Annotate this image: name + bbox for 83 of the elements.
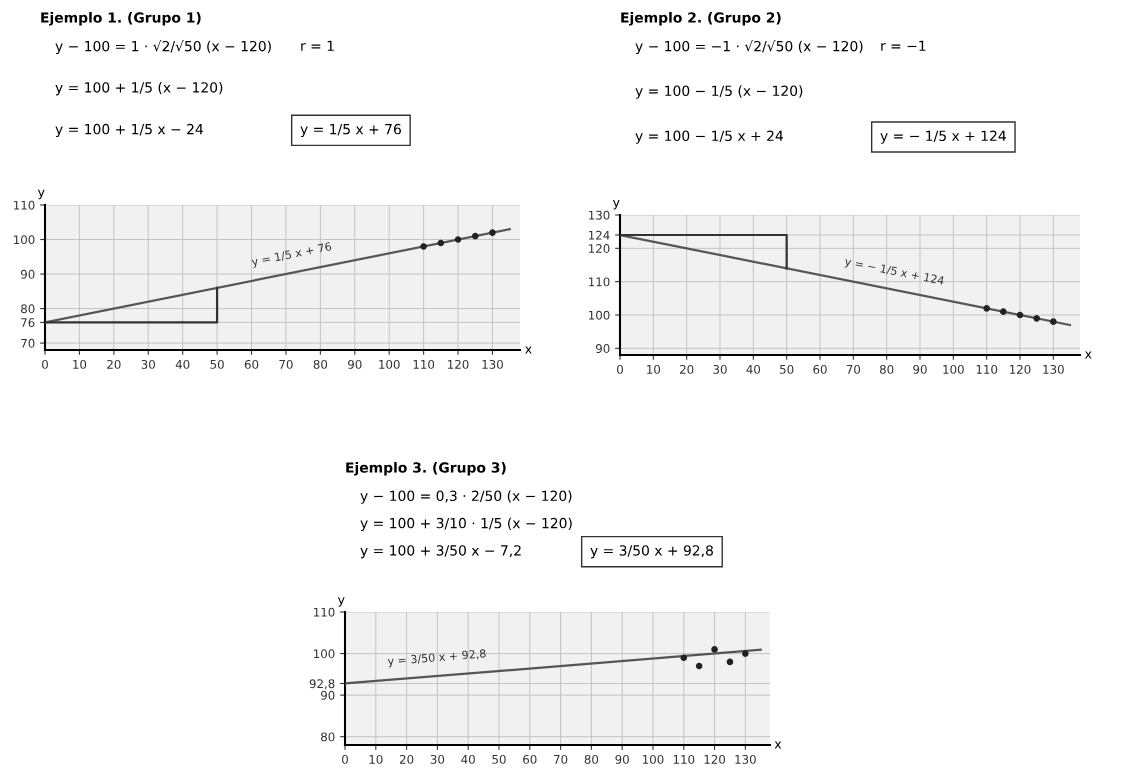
x-tick-label: 20 [107,359,121,369]
x-tick-label: 60 [523,754,537,764]
y-tick-label: 90 [321,690,335,700]
x-axis-title: x [1084,351,1092,359]
x-tick-label: 90 [615,754,629,764]
text: y = 100 + 1/5 (x − 120) [55,81,223,96]
x-tick-label: 60 [813,364,827,374]
y-tick-label: 80 [321,732,335,742]
x-tick-label: 30 [141,359,155,369]
y-tick-label: 110 [589,277,610,287]
y-tick-label: 80 [21,304,35,314]
text: y = 100 + 3/50 x − 7,2 [360,545,521,559]
x-tick-label: 130 [1043,364,1064,374]
text: y = − 1/5 x + 124 [880,130,1006,144]
text: y = 1/5 x + 76 [300,123,401,138]
text: y = 100 − 1/5 x + 24 [635,130,784,144]
y-tick-label: 92,8 [309,679,335,690]
chart-title: Ejemplo 1. (Grupo 1) [41,12,201,26]
x-tick-label: 110 [413,359,435,369]
chart-title: Ejemplo 3. (Grupo 3) [346,462,506,476]
y-tick-label: 130 [589,210,610,220]
x-tick-label: 70 [554,754,568,764]
x-tick-label: 100 [379,359,400,369]
annotation: y = 3/50 x + 92,8 [387,649,487,668]
x-tick-label: 10 [369,754,383,764]
y-tick-label: 76 [21,318,35,328]
x-tick-label: 40 [461,754,475,764]
x-tick-label: 30 [713,364,727,374]
x-tick-label: 60 [244,359,259,369]
x-tick-label: 100 [643,754,664,764]
x-axis-title: x [774,741,782,749]
y-tick-label: 100 [589,310,610,320]
text: y − 100 = 0,3 · 2/50 (x − 120) [360,490,572,504]
y-tick-label: 90 [596,344,610,353]
x-tick-label: 30 [430,754,445,764]
x-tick-label: 0 [42,359,48,369]
chart-title: Ejemplo 2. (Grupo 2) [621,12,781,26]
text: y = 100 + 1/5 x − 24 [55,123,204,138]
chart-subtitle: r = −1 [881,40,926,51]
x-tick-label: 120 [1010,364,1031,374]
x-axis-title: x [525,346,532,354]
annotation: y = 1/5 x + 76 [251,241,333,269]
x-tick-label: 100 [943,364,964,374]
y-tick-label: 90 [21,269,35,279]
y-axis-title: y [337,597,345,607]
y-axis-title: y [612,199,620,210]
x-tick-label: 120 [448,359,469,369]
y-axis-title: y [37,189,45,200]
x-tick-label: 10 [647,364,661,374]
text: y = 100 + 3/10 · 1/5 (x − 120) [360,517,572,532]
text: y − 100 = −1 · √2/√50 (x − 120) [635,39,863,55]
y-tick-label: 100 [314,649,335,659]
x-tick-label: 110 [976,364,998,374]
x-tick-label: 0 [342,754,348,764]
x-tick-label: 130 [482,359,503,369]
x-tick-label: 0 [617,364,623,374]
y-tick-label: 100 [14,235,35,245]
y-tick-label: 120 [589,244,610,253]
annotation: y = − 1/5 x + 124 [843,256,945,287]
x-tick-label: 120 [704,754,726,764]
y-tick-label: 110 [314,607,335,617]
x-tick-label: 130 [735,754,756,764]
x-tick-label: 70 [846,364,861,374]
x-tick-label: 70 [279,359,293,369]
x-tick-label: 110 [673,754,695,764]
x-tick-label: 20 [680,364,694,374]
x-tick-label: 50 [780,364,794,374]
x-tick-label: 20 [399,754,414,764]
y-tick-label: 124 [589,230,610,240]
text: y = 100 − 1/5 (x − 120) [635,85,803,99]
text: y − 100 = 1 · √2/√50 (x − 120) [55,39,271,55]
x-tick-label: 50 [210,359,224,369]
y-tick-label: 110 [14,200,35,210]
x-tick-label: 80 [879,364,894,374]
x-tick-label: 40 [175,359,190,369]
x-tick-label: 40 [746,364,761,374]
y-tick-label: 70 [21,338,35,348]
text: y = 3/50 x + 92,8 [590,545,713,559]
x-tick-label: 10 [73,359,87,369]
x-tick-label: 90 [913,364,927,374]
chart-subtitle: r = 1 [301,40,334,51]
x-tick-label: 90 [348,359,362,369]
x-tick-label: 50 [492,754,506,764]
